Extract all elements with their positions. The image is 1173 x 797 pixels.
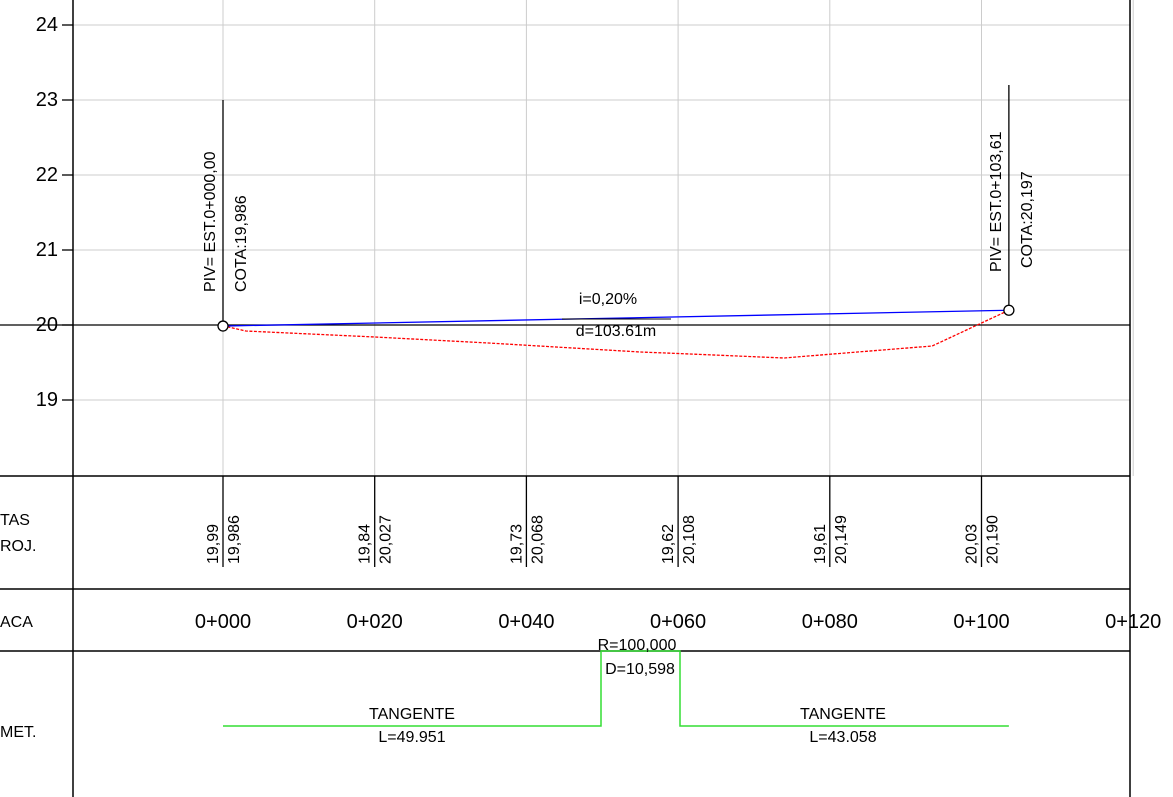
cotas-band-label-line1: TAS	[0, 512, 30, 529]
y-tick-label: 24	[36, 14, 58, 36]
geomet-band-label: MET.	[0, 724, 36, 741]
project-cota-label: 19,986	[226, 515, 243, 564]
y-tick-label: 22	[36, 164, 58, 186]
band-labels: TAS ROJ. ACA MET.	[0, 512, 36, 741]
cotas-band-label-line2: ROJ.	[0, 538, 36, 555]
station-label: 0+000	[195, 611, 251, 633]
y-tick-label: 19	[36, 389, 58, 411]
terrain-profile-line	[222, 309, 1010, 359]
y-tick-label: 21	[36, 239, 58, 261]
estaca-band-label: ACA	[0, 614, 33, 631]
piv-end-cota-label: COTA:20,197	[1019, 171, 1036, 268]
curve-development-label: D=10,598	[605, 661, 675, 678]
terrain-cota-label: 19,84	[357, 524, 374, 564]
stations-band: 0+000 0+020 0+040 0+060 0+080 0+100 0+120	[195, 611, 1161, 633]
tangent1-label: TANGENTE	[369, 706, 455, 723]
terrain-cota-label: 20,03	[964, 524, 981, 564]
project-cota-label: 20,108	[681, 515, 698, 564]
station-label: 0+060	[650, 611, 706, 633]
curve-radius-label: R=100,000	[598, 637, 677, 654]
station-label: 0+120	[1105, 611, 1161, 633]
terrain-cota-label: 19,73	[508, 524, 525, 564]
grade-line	[222, 309, 1009, 327]
y-tick-label: 23	[36, 89, 58, 111]
piv-end: PIV= EST.0+103,61 COTA:20,197	[988, 85, 1036, 316]
piv-start-station-label: PIV= EST.0+000,00	[202, 151, 219, 292]
horizontal-geometry-line	[223, 650, 1009, 727]
tangent2-label: TANGENTE	[800, 706, 886, 723]
project-cota-label: 20,068	[529, 515, 546, 564]
station-label: 0+020	[347, 611, 403, 633]
tangent2-length-label: L=43.058	[809, 729, 876, 746]
tangent1-length-label: L=49.951	[378, 729, 445, 746]
piv-end-station-label: PIV= EST.0+103,61	[988, 131, 1005, 272]
frame	[0, 0, 1131, 797]
project-cota-label: 20,149	[833, 515, 850, 564]
terrain-cota-label: 19,62	[660, 524, 677, 564]
piv-end-marker	[1003, 304, 1015, 316]
piv-start-marker	[217, 320, 229, 332]
piv-start-cota-label: COTA:19,986	[233, 195, 250, 292]
station-label: 0+100	[953, 611, 1009, 633]
station-label: 0+080	[802, 611, 858, 633]
station-label: 0+040	[498, 611, 554, 633]
piv-start: PIV= EST.0+000,00 COTA:19,986	[202, 100, 250, 332]
project-cota-label: 20,027	[378, 515, 395, 564]
cotas-band: 19,99 19,986 19,84 20,027 19,73 20,068 19,62 20…	[205, 476, 1002, 567]
terrain-cota-label: 19,61	[812, 524, 829, 564]
grade-length-label: d=103.61m	[576, 323, 657, 340]
geometry-band: TANGENTE L=49.951 R=100,000 D=10,598 TAN…	[223, 637, 1009, 746]
project-cota-label: 20,190	[985, 515, 1002, 564]
terrain-cota-label: 19,99	[205, 524, 222, 564]
grade-slope-label: i=0,20%	[579, 291, 637, 308]
